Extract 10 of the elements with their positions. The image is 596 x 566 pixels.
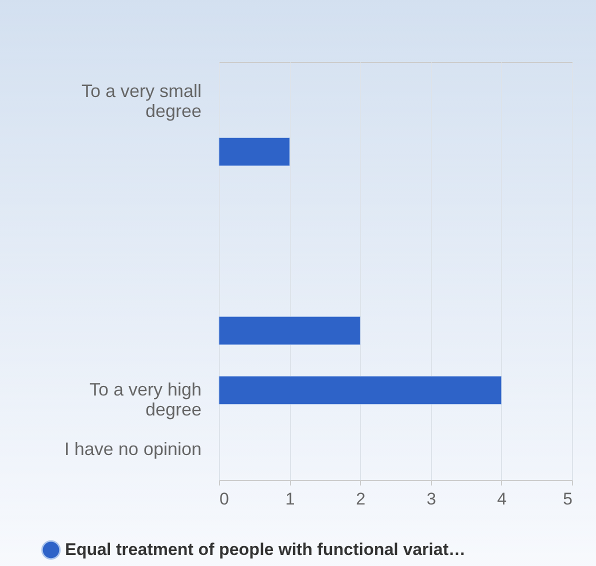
x-tick-label: 1 [285, 490, 295, 508]
x-tick-label: 0 [220, 490, 229, 508]
y-tick-label: I have no opinion [64, 438, 202, 459]
x-tick-label: 2 [356, 490, 366, 508]
legend-label: Equal treatment of people with functional variat… [65, 540, 466, 559]
y-tick-label: To a very small degree [81, 81, 202, 122]
x-tick-label: 4 [497, 490, 507, 508]
y-tick-label: To a very high degree [89, 379, 202, 420]
x-tick-label: 3 [426, 490, 436, 508]
x-tick-label: 5 [563, 490, 572, 508]
